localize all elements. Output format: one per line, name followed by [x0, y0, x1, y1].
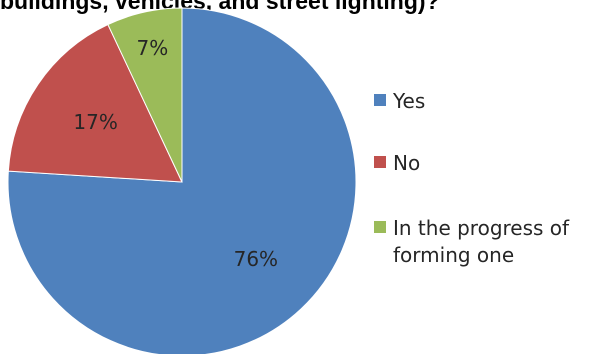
slice-no	[7, 23, 183, 183]
chart-title: buildings, vehicles, and street lighting…	[0, 0, 440, 14]
slice-forming-label: 7%	[137, 36, 169, 60]
legend-item-forming: In the progress of forming one	[374, 215, 600, 269]
legend-item-no: No	[374, 150, 600, 177]
legend-swatch-forming	[374, 221, 386, 233]
legend-swatch-no	[374, 156, 386, 168]
legend-item-yes: Yes	[374, 88, 600, 115]
slice-forming	[107, 7, 183, 183]
slice-no-label: 17%	[73, 110, 117, 134]
slice-yes-label: 76%	[234, 247, 278, 271]
legend-label-no: No	[393, 151, 421, 175]
legend-label-forming: In the progress of forming one	[393, 216, 570, 267]
slice-yes	[7, 7, 357, 354]
legend-label-yes: Yes	[393, 89, 426, 113]
legend-swatch-yes	[374, 94, 386, 106]
